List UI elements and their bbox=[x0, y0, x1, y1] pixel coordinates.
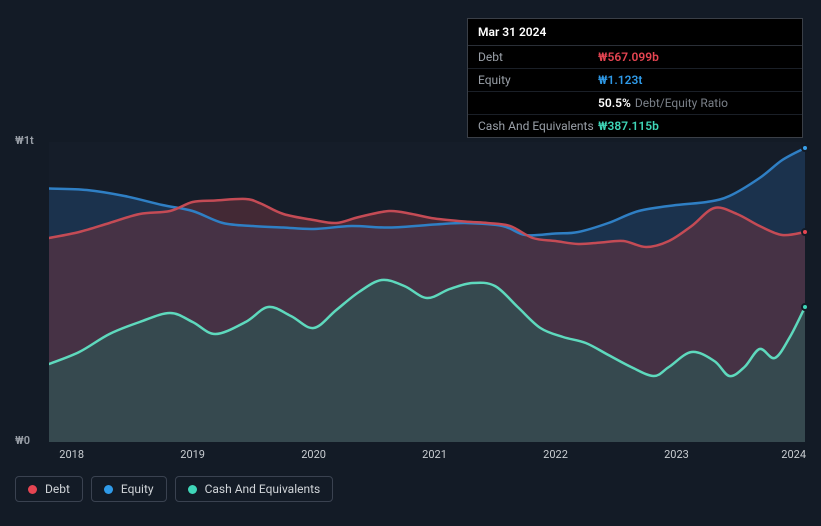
legend-label: Debt bbox=[45, 482, 70, 496]
y-axis-tick: ₩0 bbox=[15, 434, 30, 447]
legend-item-debt[interactable]: Debt bbox=[15, 476, 83, 502]
tooltip-row-value: 50.5%Debt/Equity Ratio bbox=[598, 96, 728, 110]
x-axis-tick: 2024 bbox=[781, 448, 806, 461]
tooltip-row: 50.5%Debt/Equity Ratio bbox=[468, 92, 802, 115]
tooltip-date: Mar 31 2024 bbox=[468, 19, 802, 46]
series-end-marker bbox=[801, 228, 809, 236]
x-axis-tick: 2023 bbox=[664, 448, 689, 461]
tooltip-row-label bbox=[478, 96, 598, 110]
legend-item-equity[interactable]: Equity bbox=[91, 476, 167, 502]
x-axis-tick: 2021 bbox=[422, 448, 447, 461]
legend-label: Equity bbox=[121, 482, 154, 496]
legend-dot-icon bbox=[28, 485, 37, 494]
chart-plot-area bbox=[49, 142, 805, 442]
legend-dot-icon bbox=[188, 485, 197, 494]
legend-item-cash-and-equivalents[interactable]: Cash And Equivalents bbox=[175, 476, 334, 502]
series-end-marker bbox=[801, 303, 809, 311]
legend-dot-icon bbox=[104, 485, 113, 494]
legend-label: Cash And Equivalents bbox=[205, 482, 321, 496]
y-axis-tick: ₩1t bbox=[15, 134, 34, 147]
tooltip-row: Debt₩567.099b bbox=[468, 46, 802, 69]
chart-legend: Debt Equity Cash And Equivalents bbox=[15, 476, 333, 502]
x-axis-tick: 2019 bbox=[180, 448, 205, 461]
series-end-marker bbox=[801, 144, 809, 152]
tooltip-row-value: ₩567.099b bbox=[598, 50, 659, 64]
x-axis-tick: 2022 bbox=[543, 448, 568, 461]
tooltip-row: Equity₩1.123t bbox=[468, 69, 802, 92]
tooltip-row-value: ₩1.123t bbox=[598, 73, 642, 87]
x-axis-tick: 2018 bbox=[59, 448, 84, 461]
x-axis-tick: 2020 bbox=[301, 448, 326, 461]
tooltip-row-label: Debt bbox=[478, 50, 598, 64]
debt-equity-chart: ₩1t ₩0 2018 2019 2020 2021 2022 2023 2024 Debt E… bbox=[15, 120, 805, 520]
tooltip-row-label: Equity bbox=[478, 73, 598, 87]
